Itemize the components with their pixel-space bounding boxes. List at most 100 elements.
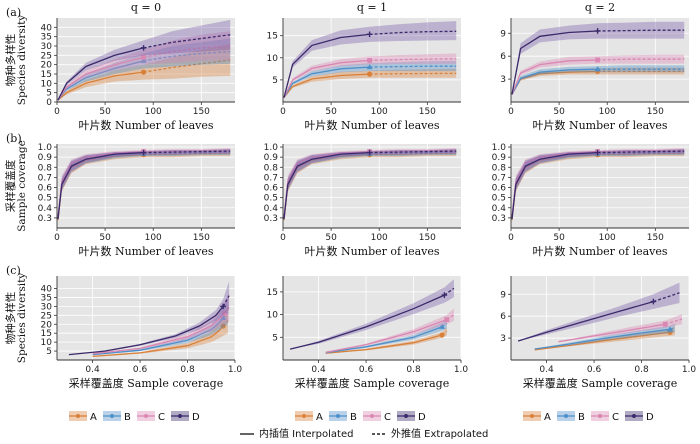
confidence-band-A [534,326,675,350]
line-interpolated-B [57,60,144,101]
legend-item-B: B [557,411,585,423]
legend-item-B: B [329,411,357,423]
y-tick-label: 0.8 [264,163,279,173]
line-extrapolated-C [597,149,685,153]
y-tick-label: 0.8 [38,163,53,173]
x-tick-label: 50 [325,233,337,243]
line-interpolated-D [68,305,224,356]
y-tick-label: 0.6 [38,184,53,194]
plot-area [283,148,457,222]
x-tick-label: 0.8 [406,365,421,375]
x-tick-label: 1.0 [228,365,243,375]
marker-D [140,45,147,51]
marker-D [594,28,601,34]
marker-D [220,303,226,310]
panel: 0 50 100 150 0.30.40.50.60.70.80.91.0 叶片数 Num… [492,143,689,258]
line-interpolated-B [511,68,598,95]
line-interpolated-D [283,33,370,98]
column-title: q = 0 [131,1,161,14]
x-tick-label: 50 [553,233,565,243]
line-extrapolated-D [597,29,685,32]
x-tick-label: 100 [599,233,616,243]
y-tick-label: 0.4 [492,204,507,214]
x-tick-label: 150 [647,107,664,117]
y-tick-label: 15 [41,70,52,80]
y-tick-label: 3 [500,334,506,344]
y-tick-label: 0.3 [38,214,52,224]
legend-marker [632,414,636,418]
legend-marker [76,414,80,418]
y-tick-label: 5 [272,333,278,343]
line-extrapolated-B [597,151,685,155]
line-interpolated-D [289,294,445,350]
x-axis-label: 叶片数 Number of leaves [532,245,667,258]
legend-linestyle-item: 内插值 Interpolated [240,427,353,440]
legend-item-A: A [69,411,97,423]
x-tick-label: 1.0 [454,365,469,375]
legend-label: D [192,412,200,423]
y-tick-label: 40 [41,23,53,33]
x-tick-label: 0 [54,233,60,243]
y-axis-label-cn: 采样覆盖度 [4,159,17,212]
marker-B [439,323,446,329]
line-interpolated-C [325,318,448,353]
line-interpolated-D [517,300,654,342]
x-axis-label: 叶片数 Number of leaves [532,119,667,132]
line-interpolated-C [57,56,144,101]
line-interpolated-A [92,325,224,358]
y-tick-label: 6 [500,52,506,62]
legend-item-C: C [591,411,619,423]
x-tick-label: 0.4 [311,365,326,375]
confidence-band-D [58,19,231,101]
legend-label: B [124,412,131,423]
line-interpolated-B [534,328,671,350]
x-axis-label: 采样覆盖度 Sample coverage [523,376,677,390]
x-tick-label: 0 [54,107,60,117]
plot-area [511,21,685,95]
line-extrapolated-A [369,72,457,75]
y-tick-label: 0.7 [38,173,52,183]
y-tick-label: 35 [41,293,52,303]
confidence-band-B [512,65,685,95]
plot-background [57,276,235,360]
x-tick-label: 100 [599,107,616,117]
marker-B [594,66,601,72]
y-tick-label: 30 [41,42,53,52]
marker-C [595,57,600,63]
y-axis-label-en: Species diversity [16,273,28,364]
x-tick-label: 0.4 [85,365,100,375]
line-extrapolated-D [653,292,680,303]
line-extrapolated-D [143,150,231,154]
y-axis-label-en: Species diversity [16,15,28,106]
legend-marker [144,414,148,418]
legend-label: D [646,412,654,423]
line-interpolated-D [283,151,370,219]
x-tick-label: 0.4 [539,365,554,375]
x-tick-label: 150 [193,107,210,117]
legend-label: C [158,412,165,423]
x-tick-label: 0.6 [359,365,374,375]
marker-D [366,149,373,156]
line-extrapolated-B [143,151,231,155]
line-extrapolated-A [143,152,231,156]
x-tick-label: 0.6 [587,365,602,375]
legend-item-D: D [625,411,654,423]
y-tick-label: 10 [267,311,279,321]
confidence-band-B [92,299,228,355]
legend-marker [530,414,534,418]
line-interpolated-A [534,331,671,351]
line-extrapolated-C [597,58,685,61]
x-tick-label: 150 [419,233,436,243]
line-interpolated-A [283,73,370,98]
line-extrapolated-D [444,287,455,296]
line-extrapolated-A [369,152,457,156]
y-tick-label: 10 [267,54,279,64]
column-title: q = 1 [357,1,387,14]
y-tick-label: 0.9 [492,153,507,163]
plot-background [511,276,689,360]
marker-D [366,31,373,38]
legend-linestyle-item: 外推值 Extrapolated [372,427,488,440]
legend-label: D [418,412,426,423]
marker-A [439,332,445,338]
